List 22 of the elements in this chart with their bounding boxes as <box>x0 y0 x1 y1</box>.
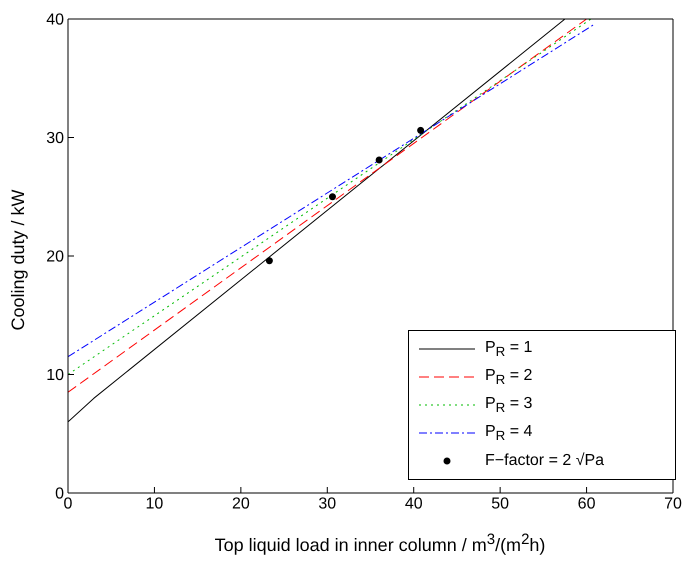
point <box>376 156 383 164</box>
x-axis-title: Top liquid load in inner column / m$^{3}$/(m$^{2}$h) <box>214 531 546 555</box>
legend-label: F−factor = 2 √Pa <box>485 452 604 469</box>
x-tick-label: 60 <box>578 495 596 512</box>
y-tick-label: 10 <box>46 367 64 384</box>
y-tick-label: 40 <box>46 12 64 29</box>
y-tick-label: 30 <box>46 130 64 148</box>
x-tick-label: 50 <box>491 495 510 512</box>
legend-label: P$_{R}$ = 4 <box>485 422 532 444</box>
point <box>328 193 336 200</box>
legend-label: P$_{R}$ = 1 <box>485 338 532 360</box>
x-tick-label: 30 <box>318 495 336 512</box>
point <box>266 257 273 264</box>
x-tick-label: 40 <box>404 495 423 512</box>
y-tick-label: 20 <box>46 248 64 266</box>
y-axis-title: Cooling duty / kW <box>8 189 28 331</box>
legend-label: P$_{R}$ = 3 <box>485 394 532 416</box>
x-tick-label: 10 <box>146 495 164 512</box>
x-tick-label: 70 <box>664 495 682 512</box>
x-tick-label: 20 <box>232 495 250 512</box>
point <box>417 126 424 134</box>
legend-label: P$_{R}$ = 2 <box>485 366 532 388</box>
